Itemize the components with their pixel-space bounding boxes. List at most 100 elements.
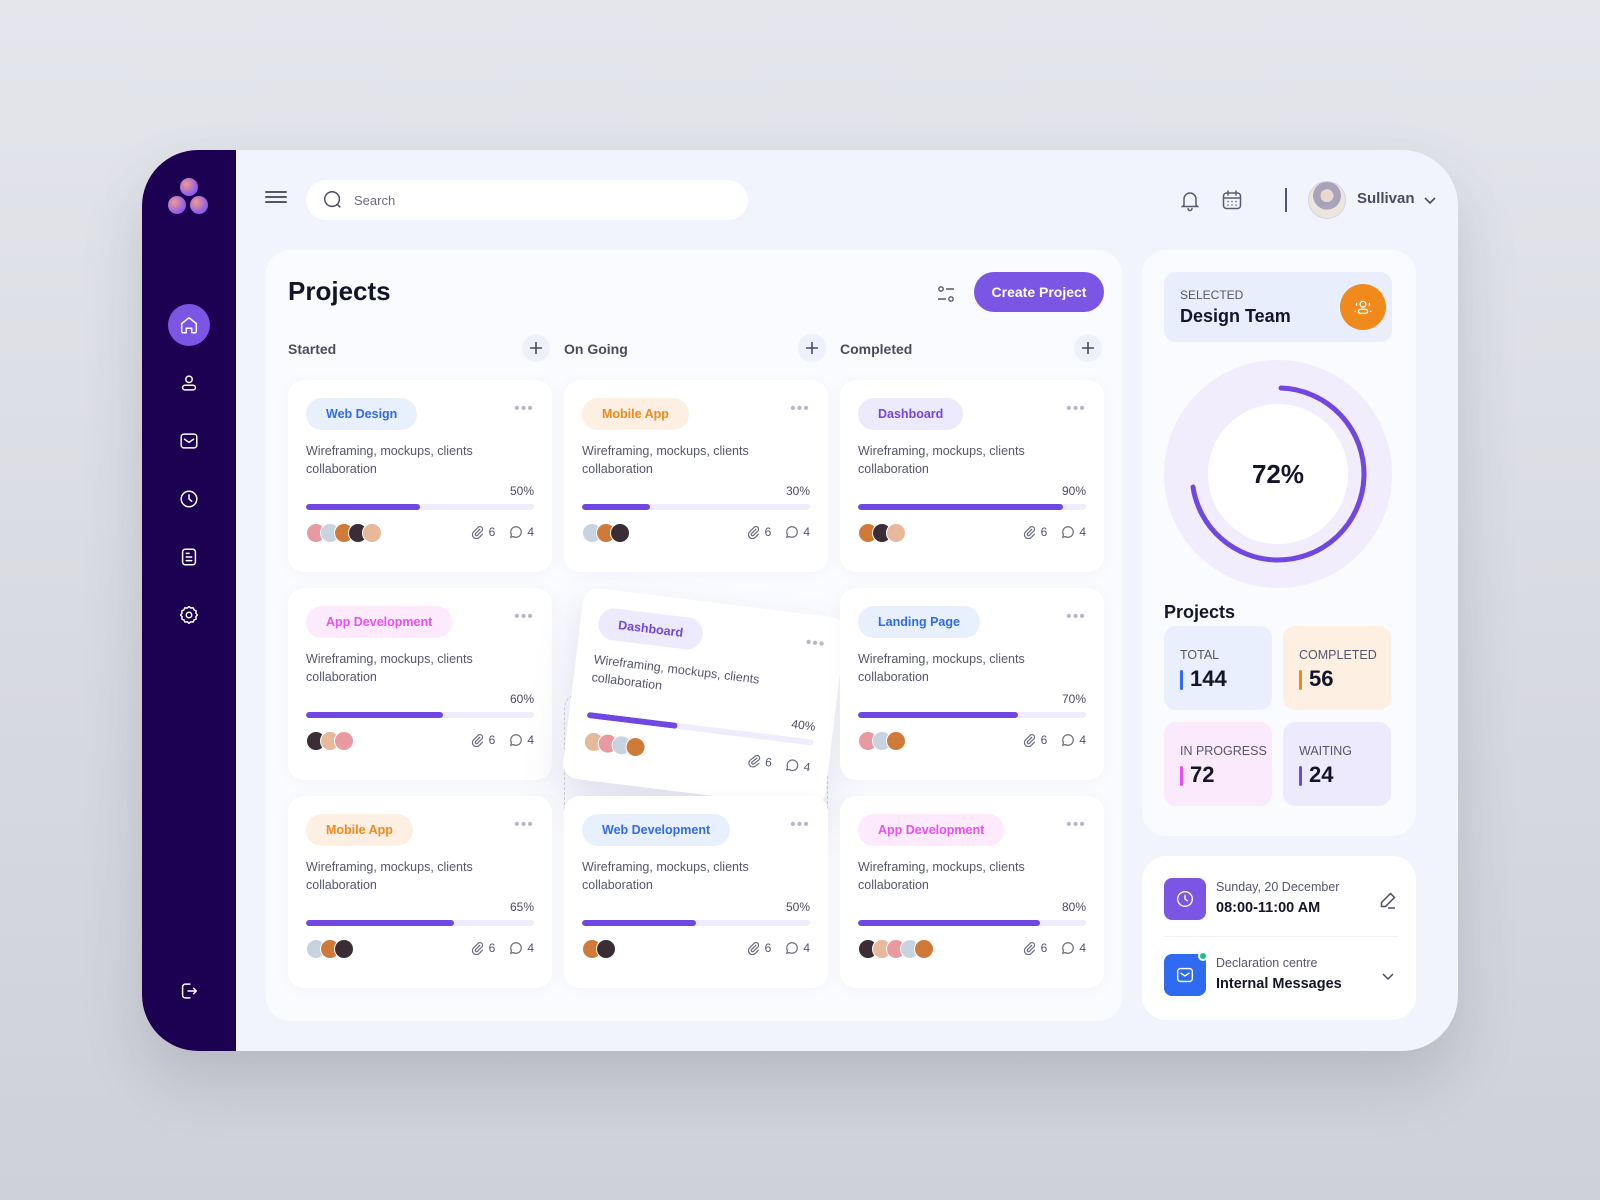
clock-icon [1176, 890, 1194, 908]
comment-icon [510, 734, 523, 747]
card-meta: 6 4 [747, 941, 810, 955]
project-card[interactable]: Web Development ••• Wireframing, mockups… [564, 796, 828, 988]
attachments-count: 6 [1040, 941, 1048, 955]
add-card-button[interactable] [522, 334, 550, 362]
sidebar-item-messages[interactable] [168, 420, 210, 462]
attachments-count: 6 [764, 525, 772, 539]
project-tag: Web Development [582, 814, 731, 846]
calendar-icon [1222, 190, 1242, 210]
attachments-count: 6 [488, 525, 496, 539]
project-card[interactable]: Landing Page ••• Wireframing, mockups, c… [840, 588, 1104, 780]
project-description: Wireframing, mockups, clients collaborat… [590, 652, 761, 693]
progress-percent: 50% [785, 900, 810, 914]
comments-count: 4 [1079, 941, 1086, 955]
card-meta: 6 4 [471, 941, 534, 955]
project-description: Wireframing, mockups, clients collaborat… [306, 860, 473, 892]
more-options-button[interactable]: ••• [790, 400, 810, 417]
app-window: Sullivan Projects Create Project Started… [142, 150, 1458, 1051]
project-description: Wireframing, mockups, clients collaborat… [582, 860, 749, 892]
member-avatar [914, 939, 934, 959]
sidebar-item-documents[interactable] [168, 536, 210, 578]
project-card[interactable]: Dashboard ••• Wireframing, mockups, clie… [840, 380, 1104, 572]
member-avatar [886, 523, 906, 543]
attachments-count: 6 [1040, 733, 1048, 747]
project-card[interactable]: Dashboard ••• Wireframing, mockups, clie… [561, 586, 847, 810]
user-avatar[interactable] [1308, 181, 1346, 219]
mail-icon [180, 433, 198, 449]
notifications-button[interactable] [1178, 188, 1202, 212]
chevron-down-icon [1382, 973, 1394, 981]
divider [1164, 936, 1398, 937]
more-options-button[interactable]: ••• [514, 816, 534, 833]
add-card-button[interactable] [1074, 334, 1102, 362]
member-avatar [624, 735, 647, 759]
comment-icon [1062, 526, 1075, 539]
progress-bar [858, 920, 1086, 926]
add-card-button[interactable] [798, 334, 826, 362]
donut-value: 72% [1251, 458, 1305, 489]
paperclip-icon [1023, 734, 1035, 747]
project-tag: Mobile App [582, 398, 689, 430]
column-header-started: Started [288, 334, 550, 364]
project-tag: Dashboard [858, 398, 964, 430]
project-card[interactable]: Mobile App ••• Wireframing, mockups, cli… [288, 796, 552, 988]
user-menu-button[interactable] [1422, 192, 1438, 208]
more-options-button[interactable]: ••• [1066, 608, 1086, 625]
sidebar-item-home[interactable] [168, 304, 210, 346]
card-meta: 6 4 [747, 525, 810, 539]
progress-bar [582, 504, 810, 510]
selected-team-selector[interactable]: SELECTED Design Team [1164, 272, 1392, 342]
progress-bar [858, 504, 1086, 510]
menu-toggle-button[interactable] [265, 188, 287, 210]
schedule-panel: Sunday, 20 December 08:00-11:00 AM Decla… [1142, 856, 1416, 1020]
comment-icon [510, 526, 523, 539]
more-options-button[interactable]: ••• [514, 400, 534, 417]
filter-button[interactable] [934, 282, 958, 306]
sidebar-item-profile[interactable] [168, 362, 210, 404]
plus-icon [530, 342, 542, 354]
project-tag: Dashboard [596, 606, 705, 652]
messages-icon-box [1164, 951, 1208, 996]
filter-icon [938, 286, 954, 302]
edit-event-button[interactable] [1378, 890, 1398, 910]
paperclip-icon [747, 526, 759, 539]
logout-button[interactable] [168, 970, 210, 1012]
project-card[interactable]: Web Design ••• Wireframing, mockups, cli… [288, 380, 552, 572]
sidebar-item-history[interactable] [168, 478, 210, 520]
more-options-button[interactable]: ••• [1066, 400, 1086, 417]
search-icon [324, 191, 341, 208]
card-meta: 6 4 [471, 733, 534, 747]
more-options-button[interactable]: ••• [804, 634, 827, 654]
expand-messages-button[interactable] [1378, 966, 1398, 986]
stat-value: 144 [1190, 666, 1227, 691]
messages-item[interactable]: Declaration centre Internal Messages [1164, 951, 1398, 998]
bell-icon [1180, 192, 1200, 212]
project-tag: Landing Page [858, 606, 980, 638]
user-name[interactable]: Sullivan [1357, 190, 1415, 207]
create-project-button[interactable]: Create Project [974, 272, 1104, 312]
event-item: Sunday, 20 December 08:00-11:00 AM [1164, 878, 1398, 922]
project-description: Wireframing, mockups, clients collaborat… [858, 860, 1025, 892]
search-input[interactable] [354, 192, 714, 208]
project-card[interactable]: App Development ••• Wireframing, mockups… [840, 796, 1104, 988]
comments-count: 4 [802, 759, 812, 775]
member-avatars [582, 730, 647, 759]
project-card[interactable]: Mobile App ••• Wireframing, mockups, cli… [564, 380, 828, 572]
logout-icon [181, 983, 198, 999]
calendar-button[interactable] [1220, 188, 1244, 212]
team-button[interactable] [1340, 284, 1386, 330]
project-card[interactable]: App Development ••• Wireframing, mockups… [288, 588, 552, 780]
member-avatar [596, 939, 616, 959]
more-options-button[interactable]: ••• [514, 608, 534, 625]
sidebar-item-settings[interactable] [168, 594, 210, 636]
comments-count: 4 [803, 941, 810, 955]
more-options-button[interactable]: ••• [1066, 816, 1086, 833]
more-options-button[interactable]: ••• [790, 816, 810, 833]
stat-marker [1180, 766, 1183, 786]
member-avatars [858, 523, 906, 543]
member-avatars [306, 523, 382, 543]
project-description: Wireframing, mockups, clients collaborat… [858, 652, 1025, 684]
progress-percent: 80% [1061, 900, 1086, 914]
progress-percent: 60% [509, 692, 534, 706]
selected-label: SELECTED [1180, 288, 1244, 302]
